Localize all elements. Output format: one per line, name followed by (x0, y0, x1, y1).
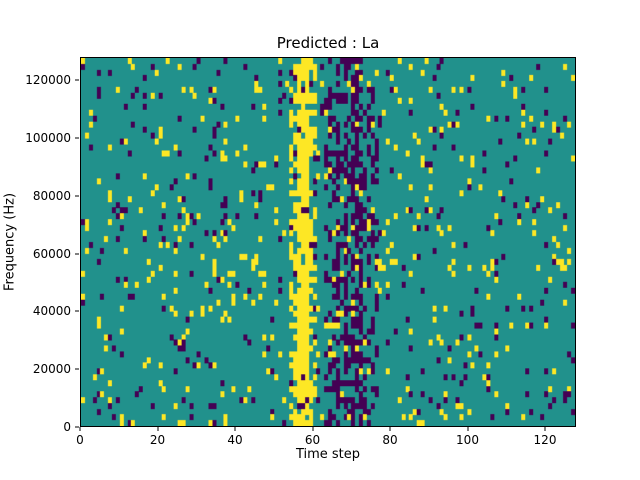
y-tick-mark (75, 253, 79, 255)
x-tick-mark (544, 427, 546, 431)
y-tick-mark (75, 426, 79, 428)
x-tick-label: 20 (149, 433, 166, 447)
x-tick-label: 100 (456, 433, 479, 447)
x-tick-mark (389, 427, 391, 431)
y-axis-label: Frequency (Hz) (2, 192, 18, 292)
x-tick-label: 60 (304, 433, 321, 447)
y-tick-mark (75, 79, 79, 81)
y-tick-mark (75, 310, 79, 312)
x-tick-label: 40 (227, 433, 243, 447)
y-tick-mark (75, 368, 79, 370)
y-tick-label: 40000 (32, 304, 71, 319)
y-tick-label: 60000 (32, 246, 71, 261)
y-tick-label: 80000 (32, 188, 71, 203)
x-tick-mark (157, 427, 158, 431)
plot-area (80, 57, 576, 427)
heatmap-canvas (81, 58, 575, 426)
y-tick-label: 120000 (25, 73, 71, 88)
y-tick-label: 0 (63, 420, 71, 434)
x-tick-label: 120 (533, 433, 557, 447)
x-tick-label: 0 (76, 433, 84, 447)
y-tick-mark (75, 137, 79, 139)
x-tick-mark (312, 427, 313, 431)
x-axis-label: Time step (295, 447, 361, 462)
chart-title: Predicted : La (276, 34, 380, 52)
y-tick-label: 20000 (32, 362, 71, 377)
x-tick-mark (467, 427, 468, 431)
y-tick-mark (75, 195, 79, 197)
y-tick-label: 100000 (25, 130, 71, 145)
x-tick-label: 80 (382, 433, 398, 447)
x-tick-mark (79, 427, 81, 431)
x-tick-mark (234, 427, 236, 431)
